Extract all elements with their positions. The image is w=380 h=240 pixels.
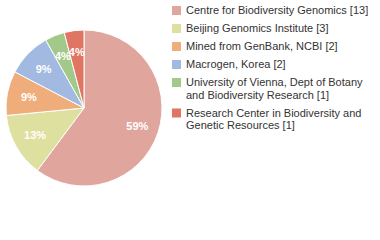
data-label: 9% <box>36 63 52 75</box>
legend-label-line: Beijing Genomics Institute [3] <box>186 22 328 34</box>
legend-label-line: Genetic Resources [1] <box>186 119 295 131</box>
pie-slice <box>64 30 84 108</box>
legend-label-line: Centre for Biodiversity Genomics [13] <box>186 4 368 16</box>
legend-swatch <box>172 42 181 51</box>
legend-item: University of Vienna, Dept of Botanyand … <box>172 76 363 101</box>
data-label: 4% <box>69 46 85 58</box>
chart-container: 59%13%9%9%4%4%Centre for Biodiversity Ge… <box>0 0 380 240</box>
legend-label: Centre for Biodiversity Genomics [13] <box>186 4 368 16</box>
legend-item: Research Center in Biodiversity andGenet… <box>172 107 361 132</box>
legend-label-line: Mined from GenBank, NCBI [2] <box>186 40 338 52</box>
legend-swatch <box>172 109 181 118</box>
legend-label: Macrogen, Korea [2] <box>186 58 286 70</box>
pie-slice <box>6 108 84 171</box>
legend-label-line: Macrogen, Korea [2] <box>186 58 286 70</box>
legend-swatch <box>172 6 181 15</box>
legend-label-line: and Biodiversity Research [1] <box>186 89 329 101</box>
data-label: 13% <box>24 129 46 141</box>
legend-item: Macrogen, Korea [2] <box>172 58 286 70</box>
legend-label: Research Center in Biodiversity andGenet… <box>186 107 361 132</box>
chart-svg: 59%13%9%9%4%4%Centre for Biodiversity Ge… <box>0 0 380 240</box>
legend-item: Centre for Biodiversity Genomics [13] <box>172 4 368 16</box>
legend-label: Beijing Genomics Institute [3] <box>186 22 328 34</box>
legend-item: Beijing Genomics Institute [3] <box>172 22 328 34</box>
legend-swatch <box>172 24 181 33</box>
legend-label: Mined from GenBank, NCBI [2] <box>186 40 338 52</box>
legend-label: University of Vienna, Dept of Botanyand … <box>186 76 363 101</box>
legend-swatch <box>172 60 181 69</box>
legend: Centre for Biodiversity Genomics [13] Bei… <box>172 4 368 131</box>
legend-label-line: University of Vienna, Dept of Botany <box>186 76 363 88</box>
data-labels: 59%13%9%9%4%4% <box>21 46 149 141</box>
pie <box>6 30 162 186</box>
legend-label-line: Research Center in Biodiversity and <box>186 107 361 119</box>
legend-swatch <box>172 78 181 87</box>
data-label: 59% <box>126 120 148 132</box>
data-label: 9% <box>21 91 37 103</box>
legend-item: Mined from GenBank, NCBI [2] <box>172 40 338 52</box>
